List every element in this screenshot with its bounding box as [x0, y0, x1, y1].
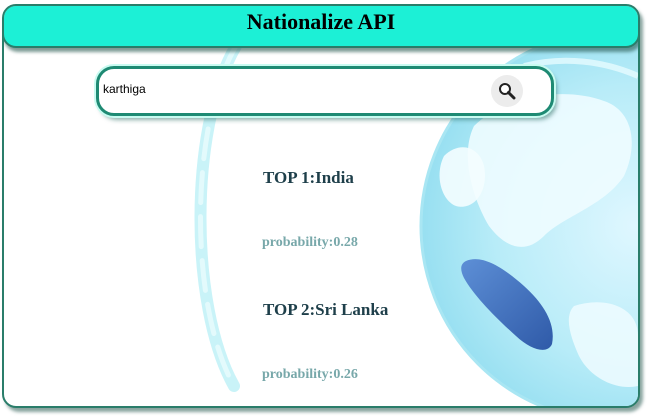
app-header: Nationalize API	[4, 6, 638, 48]
result-probability-2: probability:0.26	[262, 367, 358, 382]
globe-background	[194, 29, 638, 406]
app-window: Nationalize API TOP 1:India probability:…	[2, 4, 640, 408]
search-button[interactable]	[491, 75, 523, 107]
page-title: Nationalize API	[246, 9, 396, 34]
result-probability-1: probability:0.28	[262, 235, 358, 250]
search-input[interactable]	[103, 80, 483, 98]
result-title-2: TOP 2:Sri Lanka	[263, 300, 389, 319]
search-icon	[499, 83, 516, 100]
result-title-1: TOP 1:India	[263, 168, 354, 187]
search-bar	[96, 66, 554, 116]
